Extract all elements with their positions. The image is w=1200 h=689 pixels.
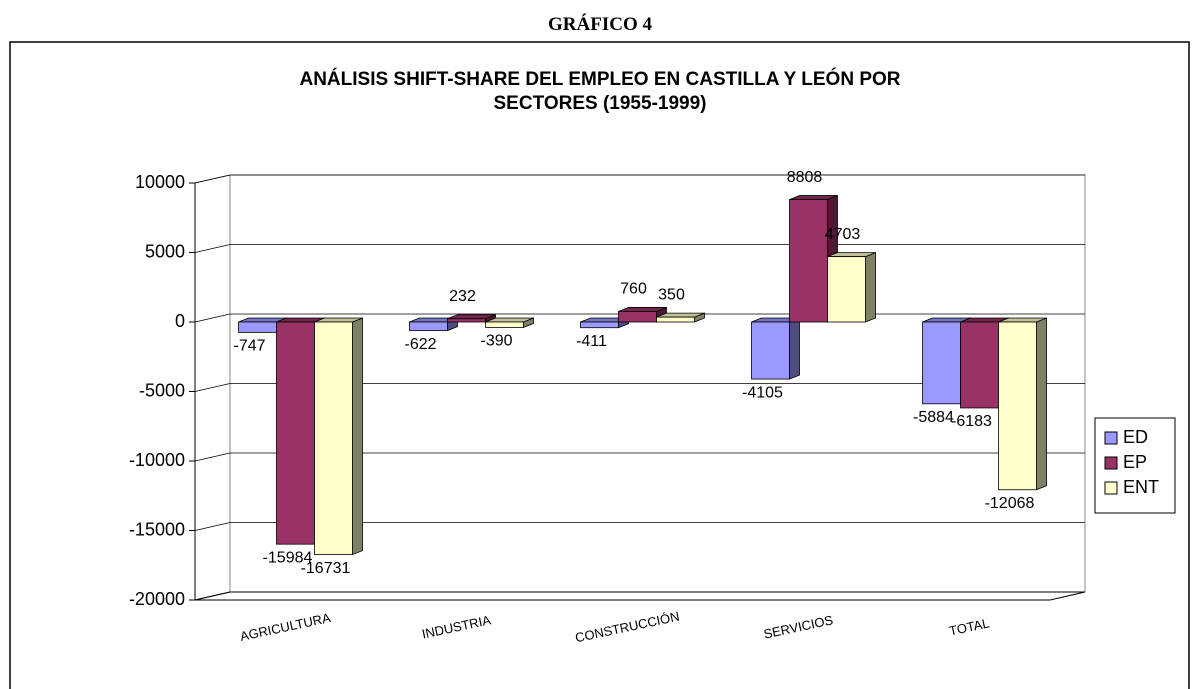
bar <box>618 311 657 323</box>
bar-side <box>1036 317 1047 491</box>
y-tick-label: 5000 <box>145 241 185 261</box>
y-tick-label: -20000 <box>129 589 185 609</box>
legend-label: ED <box>1123 427 1148 447</box>
x-tick-label: TOTAL <box>948 615 991 638</box>
chart-title: ANÁLISIS SHIFT-SHARE DEL EMPLEO EN CASTI… <box>299 69 901 114</box>
data-label: -6183 <box>951 413 992 430</box>
data-label: 760 <box>620 281 647 298</box>
y-tick-label: -10000 <box>129 450 185 470</box>
bar <box>656 316 695 323</box>
data-label: -5884 <box>913 409 954 426</box>
bar <box>922 321 961 405</box>
data-label: -12068 <box>985 495 1035 512</box>
grid-line <box>194 244 231 253</box>
x-tick-label: CONSTRUCCIÓN <box>574 609 681 646</box>
grid-line <box>194 522 231 531</box>
data-label: -15984 <box>263 549 313 566</box>
data-label: 350 <box>658 286 685 303</box>
data-label: -390 <box>480 333 512 350</box>
grid-line <box>194 383 231 392</box>
x-tick-label: SERVICIOS <box>762 612 834 641</box>
bar <box>485 321 524 328</box>
bar <box>276 321 315 545</box>
bar-side <box>352 317 363 556</box>
y-tick-label: 10000 <box>135 172 185 192</box>
legend-label: EP <box>1123 452 1147 472</box>
legend-swatch <box>1104 481 1118 495</box>
floor <box>194 591 1086 601</box>
data-label: -411 <box>576 333 607 350</box>
data-label: 8808 <box>787 169 823 186</box>
bar <box>409 321 448 332</box>
data-label: -16731 <box>301 560 351 577</box>
grid-line <box>194 452 231 462</box>
bar <box>789 199 828 323</box>
bar <box>751 321 790 380</box>
bar <box>314 321 353 555</box>
bar-side <box>865 252 876 323</box>
data-label: 4703 <box>825 226 861 243</box>
legend-swatch <box>1104 456 1118 470</box>
bar <box>998 321 1037 491</box>
data-label: -747 <box>233 338 265 355</box>
grid-line <box>194 174 231 184</box>
data-label: 232 <box>449 288 476 305</box>
bar-side <box>789 317 800 380</box>
grid-line <box>194 313 231 323</box>
bar <box>238 321 277 333</box>
x-tick-label: INDUSTRIA <box>420 612 492 641</box>
legend-swatch <box>1104 431 1118 445</box>
x-tick-label: AGRICULTURA <box>239 610 333 644</box>
grid-line <box>194 591 231 601</box>
y-tick-label: -15000 <box>129 519 185 539</box>
legend-label: ENT <box>1123 477 1159 497</box>
data-label: -622 <box>404 336 436 353</box>
y-tick-label: -5000 <box>139 380 185 400</box>
bar <box>827 256 866 323</box>
chart-frame <box>9 41 1190 689</box>
bar <box>580 321 619 329</box>
heading: GRÁFICO 4 <box>548 14 652 35</box>
y-tick-label: 0 <box>175 311 185 331</box>
bar <box>960 321 999 409</box>
bar <box>447 318 486 323</box>
data-label: -4105 <box>742 384 783 401</box>
